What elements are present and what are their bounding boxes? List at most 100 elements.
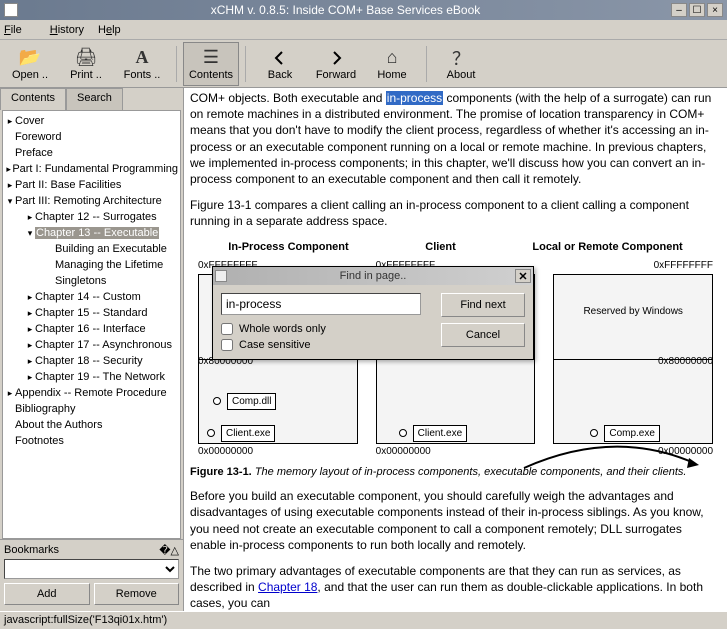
figure-caption: Figure 13-1. The memory layout of in-pro… [190, 465, 721, 480]
tree-item[interactable]: ▸Part I: Fundamental Programming [3, 161, 180, 177]
tree-item-label[interactable]: Foreword [15, 131, 61, 143]
tree-item[interactable]: Bibliography [3, 401, 180, 417]
tree-item[interactable]: ▸Appendix -- Remote Procedure [3, 385, 180, 401]
fig-column-remote: 0xFFFFFFFF Reserved by Windows Comp.exe … [553, 258, 713, 459]
menu-help[interactable]: Help [98, 24, 121, 36]
tab-search[interactable]: Search [66, 88, 123, 110]
maximize-button[interactable]: ☐ [689, 3, 705, 17]
window-titlebar: xCHM v. 0.8.5: Inside COM+ Base Services… [0, 0, 727, 20]
menu-history[interactable]: History [50, 24, 84, 36]
tree-item-label[interactable]: Part I: Fundamental Programming [12, 163, 178, 175]
find-dialog-titlebar[interactable]: Find in page.. ✕ [213, 267, 533, 285]
tree-item[interactable]: ▸Chapter 18 -- Security [3, 353, 180, 369]
tree-twist-icon[interactable]: ▸ [25, 324, 35, 335]
tree-item-label[interactable]: Part III: Remoting Architecture [15, 195, 162, 207]
home-button[interactable]: ⌂ Home [364, 42, 420, 86]
tree-item[interactable]: Preface [3, 145, 180, 161]
fonts-icon: A [136, 47, 149, 69]
bookmarks-collapse-icon[interactable]: �△ [159, 544, 179, 557]
tree-twist-icon[interactable]: ▸ [25, 212, 35, 223]
tree-item-label[interactable]: About the Authors [15, 419, 102, 431]
tree-twist-icon[interactable]: ▾ [25, 228, 35, 239]
tree-twist-icon[interactable]: ▸ [25, 356, 35, 367]
tree-twist-icon[interactable]: ▸ [5, 164, 12, 175]
tree-item[interactable]: ▾Part III: Remoting Architecture [3, 193, 180, 209]
tree-twist-icon[interactable]: ▸ [25, 292, 35, 303]
case-sensitive-checkbox[interactable]: Case sensitive [221, 339, 431, 351]
forward-icon [326, 47, 346, 69]
tree-item[interactable]: ▸Chapter 14 -- Custom [3, 289, 180, 305]
tree-item-label[interactable]: Preface [15, 147, 53, 159]
tree-item[interactable]: ▸Chapter 15 -- Standard [3, 305, 180, 321]
toolbar-separator [245, 46, 246, 82]
tree-item-label[interactable]: Chapter 12 -- Surrogates [35, 211, 157, 223]
tree-item[interactable]: Building an Executable [3, 241, 180, 257]
tree-twist-icon[interactable]: ▾ [5, 196, 15, 207]
tree-item[interactable]: Foreword [3, 129, 180, 145]
status-bar: javascript:fullSize('F13qi01x.htm') [0, 611, 727, 629]
tree-item-label[interactable]: Part II: Base Facilities [15, 179, 121, 191]
tree-item-label[interactable]: Chapter 19 -- The Network [35, 371, 165, 383]
tree-twist-icon[interactable]: ▸ [25, 308, 35, 319]
tree-item-label[interactable]: Chapter 16 -- Interface [35, 323, 146, 335]
whole-words-checkbox[interactable]: Whole words only [221, 323, 431, 335]
highlighted-term: in-process [386, 91, 443, 105]
tree-item-label[interactable]: Chapter 15 -- Standard [35, 307, 148, 319]
bookmark-remove-button[interactable]: Remove [94, 583, 180, 605]
tree-item-label[interactable]: Cover [15, 115, 44, 127]
tree-item-label[interactable]: Singletons [55, 275, 106, 287]
tree-twist-icon[interactable]: ▸ [5, 388, 15, 399]
menu-file[interactable]: File [4, 24, 36, 36]
tree-item-label[interactable]: Chapter 13 -- Executable [35, 227, 159, 239]
tree-item[interactable]: Singletons [3, 273, 180, 289]
tree-item-label[interactable]: Building an Executable [55, 243, 167, 255]
contents-button[interactable]: ☰ Contents [183, 42, 239, 86]
contents-tree[interactable]: ▸CoverForewordPreface▸Part I: Fundamenta… [2, 110, 181, 539]
tree-item[interactable]: ▸Chapter 19 -- The Network [3, 369, 180, 385]
tree-twist-icon[interactable]: ▸ [5, 180, 15, 191]
tree-item[interactable]: ▸Part II: Base Facilities [3, 177, 180, 193]
tree-item[interactable]: Footnotes [3, 433, 180, 449]
tree-item[interactable]: ▸Chapter 16 -- Interface [3, 321, 180, 337]
close-button[interactable]: × [707, 3, 723, 17]
tree-item[interactable]: ▸Cover [3, 113, 180, 129]
tree-item-label[interactable]: Appendix -- Remote Procedure [15, 387, 167, 399]
app-icon [4, 3, 18, 17]
find-dialog-close-icon[interactable]: ✕ [515, 269, 531, 283]
tree-item-label[interactable]: Chapter 14 -- Custom [35, 291, 141, 303]
tree-item-label[interactable]: Chapter 17 -- Asynchronous [35, 339, 172, 351]
tree-item-label[interactable]: Chapter 18 -- Security [35, 355, 143, 367]
tree-item[interactable]: About the Authors [3, 417, 180, 433]
back-button[interactable]: Back [252, 42, 308, 86]
tree-item[interactable]: ▸Chapter 17 -- Asynchronous [3, 337, 180, 353]
open-button[interactable]: 📂 Open .. [2, 42, 58, 86]
bookmark-add-button[interactable]: Add [4, 583, 90, 605]
tree-item[interactable]: ▸Chapter 12 -- Surrogates [3, 209, 180, 225]
bookmarks-select[interactable] [4, 559, 179, 579]
paragraph: The two primary advantages of executable… [190, 563, 721, 611]
toolbar-separator [176, 46, 177, 82]
about-button[interactable]: ？ About [433, 42, 489, 86]
tree-twist-icon[interactable]: ▸ [25, 340, 35, 351]
forward-button[interactable]: Forward [308, 42, 364, 86]
tree-item-label[interactable]: Footnotes [15, 435, 64, 447]
tree-item-label[interactable]: Bibliography [15, 403, 76, 415]
find-cancel-button[interactable]: Cancel [441, 323, 525, 347]
fig-col2-title: Client [425, 240, 456, 255]
tree-item-label[interactable]: Managing the Lifetime [55, 259, 163, 271]
print-button[interactable]: 🖨 Print .. [58, 42, 114, 86]
chapter-link[interactable]: Chapter 18 [258, 580, 317, 594]
find-next-button[interactable]: Find next [441, 293, 525, 317]
back-icon [270, 47, 290, 69]
tab-contents[interactable]: Contents [0, 88, 66, 110]
fig-reserved-label: Reserved by Windows [554, 305, 712, 319]
minimize-button[interactable]: – [671, 3, 687, 17]
fonts-button[interactable]: A Fonts .. [114, 42, 170, 86]
fig-col3-title: Local or Remote Component [532, 240, 682, 255]
find-input[interactable] [221, 293, 421, 315]
tree-twist-icon[interactable]: ▸ [5, 116, 15, 127]
tree-item[interactable]: Managing the Lifetime [3, 257, 180, 273]
sidebar: Contents Search ▸CoverForewordPreface▸Pa… [0, 88, 184, 611]
tree-twist-icon[interactable]: ▸ [25, 372, 35, 383]
tree-item[interactable]: ▾Chapter 13 -- Executable [3, 225, 180, 241]
